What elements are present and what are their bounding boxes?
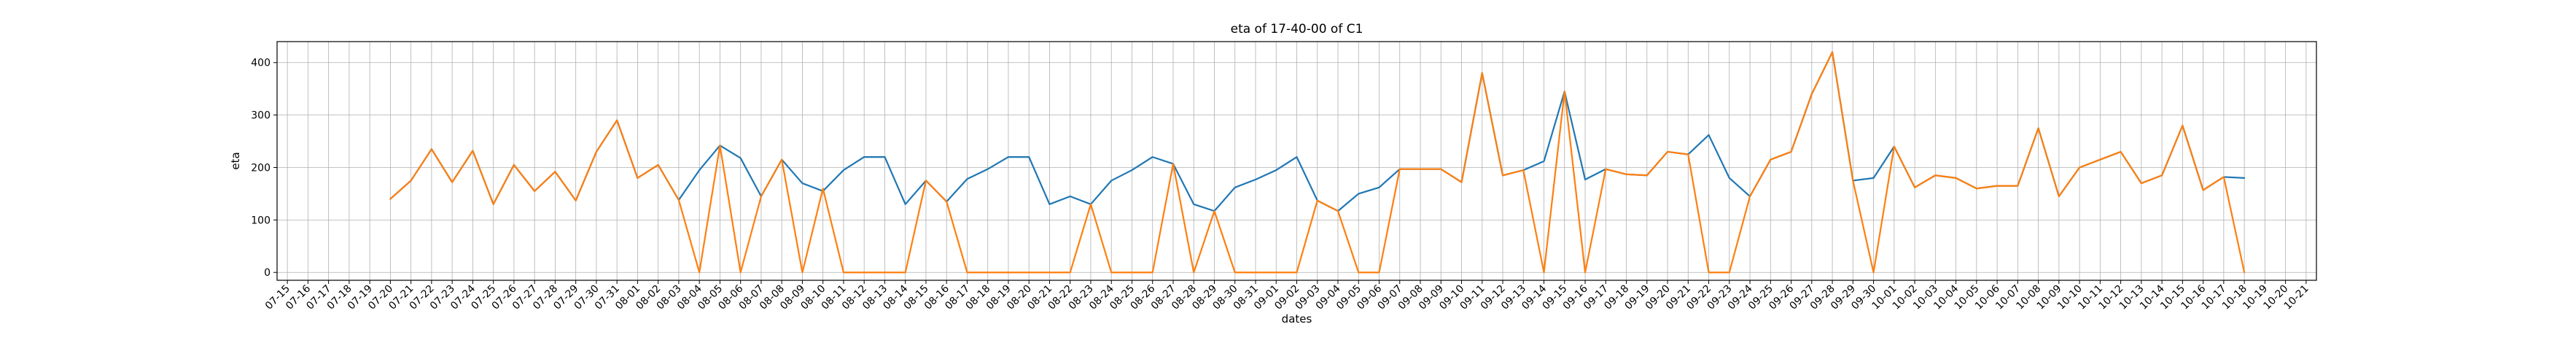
y-axis-title: eta bbox=[229, 152, 242, 169]
series-path bbox=[389, 51, 2246, 274]
series-lines bbox=[389, 51, 2246, 274]
y-tick-label: 300 bbox=[251, 110, 271, 122]
series-line-2 bbox=[389, 51, 2246, 274]
grid bbox=[277, 42, 2316, 280]
y-tick-label: 400 bbox=[251, 58, 271, 69]
y-tick-label: 100 bbox=[251, 215, 271, 226]
y-tick-label: 0 bbox=[264, 267, 271, 279]
y-tick-label: 200 bbox=[251, 162, 271, 174]
chart-title: eta of 17-40-00 of C1 bbox=[1231, 22, 1363, 36]
x-axis-title: dates bbox=[1282, 312, 1312, 326]
